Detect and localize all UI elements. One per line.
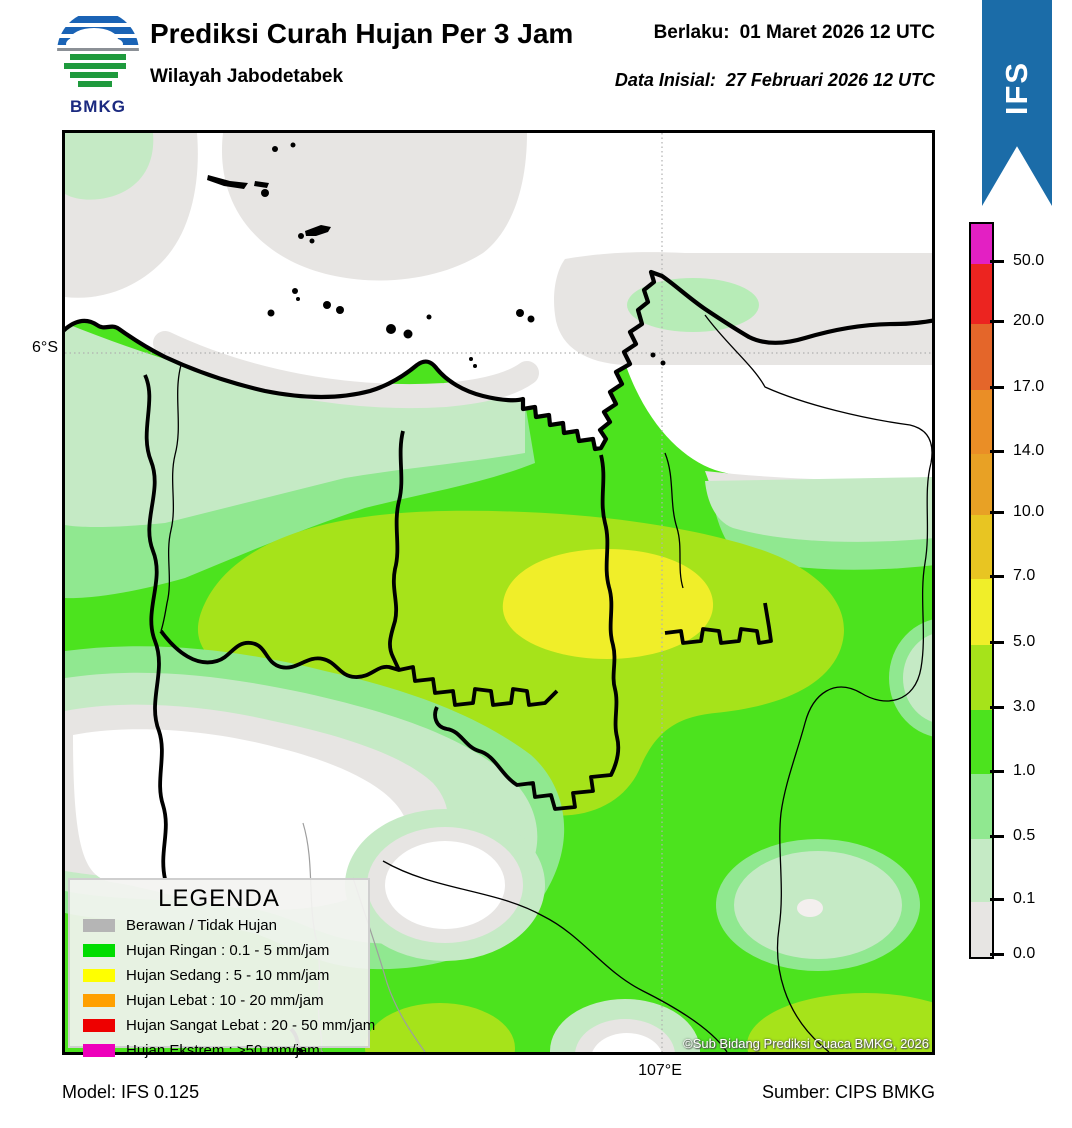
latitude-tick-label: 6°S: [32, 339, 58, 356]
legend-item-moderate-rain: Hujan Sedang : 5 - 10 mm/jam: [70, 963, 368, 988]
legend-swatch-very-heavy-rain: [83, 1019, 115, 1032]
colorbar-tick-label: 10.0: [1013, 503, 1045, 520]
valid-time-label: Berlaku:: [653, 22, 730, 43]
rain-contour-east-white: [625, 361, 932, 485]
colorbar-segment: [971, 390, 992, 454]
colorbar-segment: [971, 324, 992, 390]
legend-item-light-rain: Hujan Ringan : 0.1 - 5 mm/jam: [70, 938, 368, 963]
coastline: [65, 269, 932, 452]
cloud-patches-sea: [65, 133, 932, 409]
rain-contour-east-trace: [705, 477, 932, 542]
page-title: Prediksi Curah Hujan Per 3 Jam: [150, 18, 574, 49]
model-ribbon-label: IFS: [999, 60, 1034, 116]
colorbar-tick-label: 1.0: [1013, 762, 1036, 779]
rain-patch-corner: [65, 133, 154, 200]
rain-contour-west-trace: [65, 323, 525, 527]
init-time: Data Inisial: 27 Februari 2026 12 UTC: [615, 70, 935, 91]
valid-time: Berlaku: 01 Maret 2026 12 UTC: [654, 22, 935, 44]
colorbar-tick-label: 0.1: [1013, 890, 1036, 907]
legend-swatch-light-rain: [83, 944, 115, 957]
map-canvas: [62, 130, 935, 1055]
district-boundary-east: [704, 314, 932, 1052]
legend-title: LEGENDA: [158, 885, 280, 912]
colorbar-tick-label: 20.0: [1013, 312, 1045, 329]
boundary-jakarta-west: [388, 430, 559, 707]
colorbar-segment: [971, 454, 992, 515]
valid-time-value: 01 Maret 2026 12 UTC: [739, 22, 935, 43]
copyright-text: ©Sub Bidang Prediksi Cuaca BMKG, 2026: [683, 1036, 929, 1051]
rainfall-map: [65, 133, 932, 1052]
graticule: [65, 133, 932, 1052]
colorbar-segment: [971, 224, 992, 264]
legend-item-heavy-rain: Hujan Lebat : 10 - 20 mm/jam: [70, 988, 368, 1013]
colorbar-tick-label: 0.5: [1013, 827, 1036, 844]
legend-swatch-moderate-rain: [83, 969, 115, 982]
legend-item-extreme-rain: Hujan Ekstrem : >50 mm/jam: [70, 1038, 368, 1063]
map-legend: LEGENDA Berawan / Tidak Hujan Hujan Ring…: [68, 878, 375, 1059]
bmkg-logo-label: BMKG: [70, 97, 126, 116]
islands: [207, 142, 666, 368]
longitude-tick-label: 107°E: [638, 1062, 682, 1079]
colorbar-tick-label: 50.0: [1013, 252, 1045, 269]
province-boundary-west: [143, 374, 168, 880]
rain-patch-bay: [627, 278, 759, 332]
rain-contours: [65, 261, 932, 1052]
legend-item-very-heavy-rain: Hujan Sangat Lebat : 20 - 50 mm/jam: [70, 1013, 375, 1038]
bmkg-logo-icon: [57, 11, 139, 93]
boundary-jakarta-east: [433, 454, 621, 811]
rain-contour-3-5-southeast: [747, 993, 932, 1052]
rain-contour-3-5-south: [365, 1003, 515, 1052]
colorbar-segment: [971, 579, 992, 645]
legend-swatch-extreme-rain: [83, 1044, 115, 1057]
colorbar-tick-label: 0.0: [1013, 945, 1036, 962]
colorbar-tick-label: 17.0: [1013, 378, 1045, 395]
colorbar-tick-label: 7.0: [1013, 567, 1036, 584]
dry-patch-southwest: [73, 729, 411, 910]
colorbar-segment: [971, 839, 992, 902]
rain-contour-5-7: [502, 549, 714, 659]
colorbar-segment: [971, 902, 992, 957]
colorbar: [969, 222, 994, 959]
cloud-patch-central: [221, 133, 527, 281]
colorbar-segment: [971, 264, 992, 324]
legend-item-cloudy: Berawan / Tidak Hujan: [70, 913, 368, 938]
legend-swatch-heavy-rain: [83, 994, 115, 1007]
district-boundary-west: [160, 364, 182, 632]
colorbar-tick-label: 14.0: [1013, 442, 1045, 459]
legend-swatch-cloudy: [83, 919, 115, 932]
admin-boundaries: [143, 314, 932, 1052]
colorbar-segment: [971, 515, 992, 579]
cloud-band-coast: [153, 331, 539, 409]
init-time-label: Data Inisial:: [614, 70, 716, 90]
model-ribbon: IFS: [982, 0, 1052, 206]
bmkg-logo: BMKG: [52, 10, 144, 118]
colorbar-segment: [971, 774, 992, 839]
district-boundary-south: [382, 860, 728, 1052]
boundary-bekasi-south: [664, 602, 773, 645]
colorbar-segment: [971, 645, 992, 710]
colorbar-tick-label: 5.0: [1013, 633, 1036, 650]
model-info: Model: IFS 0.125: [62, 1082, 200, 1102]
page-subtitle: Wilayah Jabodetabek: [150, 66, 344, 87]
init-time-value: 27 Februari 2026 12 UTC: [725, 70, 935, 90]
colorbar-tick-label: 3.0: [1013, 698, 1036, 715]
boundary-tangerang-south: [159, 629, 400, 679]
source-info: Sumber: CIPS BMKG: [761, 1082, 935, 1102]
colorbar-segment: [971, 710, 992, 774]
